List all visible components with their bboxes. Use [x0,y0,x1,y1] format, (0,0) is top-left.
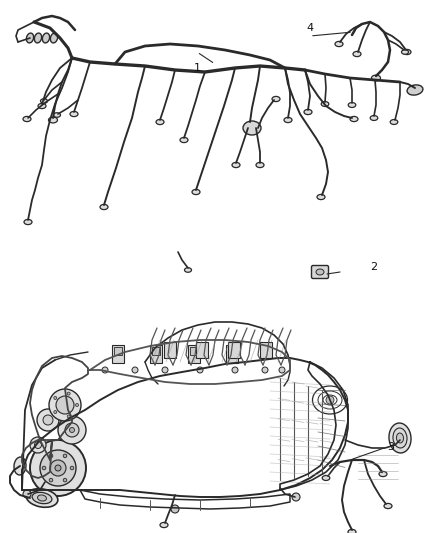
Circle shape [171,505,179,513]
Bar [228,347,236,355]
Ellipse shape [272,96,280,102]
Circle shape [67,392,70,395]
Ellipse shape [390,119,398,125]
Ellipse shape [321,101,329,107]
Circle shape [326,396,334,404]
Text: 4: 4 [307,23,314,33]
Ellipse shape [38,103,46,109]
Ellipse shape [243,121,261,135]
Ellipse shape [49,117,57,123]
Circle shape [75,403,78,407]
Ellipse shape [348,102,356,108]
Ellipse shape [232,163,240,167]
Ellipse shape [26,489,58,507]
Ellipse shape [304,109,312,115]
Circle shape [23,490,31,498]
Ellipse shape [180,138,188,143]
Ellipse shape [156,119,164,125]
Circle shape [56,396,74,414]
Ellipse shape [316,269,324,275]
Bar [190,347,198,355]
Ellipse shape [53,112,60,117]
Circle shape [232,367,238,373]
Bar [152,347,160,355]
Circle shape [55,465,61,471]
Circle shape [197,367,203,373]
Ellipse shape [14,457,26,475]
Circle shape [40,450,76,486]
Text: 1: 1 [194,63,201,73]
Ellipse shape [384,503,392,508]
Circle shape [49,389,81,421]
Ellipse shape [34,33,42,43]
Circle shape [262,367,268,373]
Ellipse shape [389,423,411,453]
Circle shape [35,441,42,448]
Circle shape [37,409,59,431]
Ellipse shape [23,116,31,122]
Ellipse shape [32,492,52,504]
Bar [196,342,208,358]
FancyBboxPatch shape [311,265,328,279]
Bar [260,342,272,358]
Circle shape [279,367,285,373]
Circle shape [49,478,53,482]
Bar [112,345,124,363]
Ellipse shape [50,33,58,43]
Ellipse shape [184,268,191,272]
Circle shape [65,423,79,437]
Ellipse shape [393,428,407,448]
Bar [226,345,238,363]
Circle shape [70,427,74,432]
Circle shape [54,397,57,399]
Ellipse shape [284,117,292,123]
Ellipse shape [38,495,46,501]
Circle shape [63,454,67,458]
Ellipse shape [42,33,49,43]
Ellipse shape [322,475,330,480]
Ellipse shape [396,433,403,443]
Ellipse shape [371,75,381,81]
Circle shape [102,367,108,373]
Bar [150,345,162,363]
Ellipse shape [192,189,200,195]
Ellipse shape [256,163,264,167]
Ellipse shape [402,50,409,54]
Ellipse shape [353,51,361,56]
Circle shape [67,415,70,418]
Ellipse shape [317,195,325,199]
Circle shape [132,367,138,373]
Ellipse shape [370,116,378,120]
Ellipse shape [40,99,47,103]
Circle shape [70,466,74,470]
Circle shape [162,367,168,373]
Ellipse shape [100,204,108,209]
Circle shape [43,415,53,425]
Bar [164,342,176,358]
Bar [114,347,122,355]
Ellipse shape [350,116,358,122]
Ellipse shape [407,85,423,95]
Ellipse shape [26,33,34,43]
Ellipse shape [160,522,168,528]
Bar [228,342,240,358]
Ellipse shape [335,42,343,46]
Ellipse shape [70,111,78,117]
Text: 2: 2 [370,262,377,272]
Ellipse shape [403,50,411,54]
Bar [188,345,200,363]
Circle shape [49,454,53,458]
Circle shape [30,437,46,453]
Ellipse shape [24,220,32,224]
Circle shape [63,478,67,482]
Circle shape [292,493,300,501]
Circle shape [54,410,57,414]
Ellipse shape [348,529,356,533]
Circle shape [50,460,66,476]
Circle shape [30,440,86,496]
Circle shape [42,466,46,470]
Text: 3: 3 [387,442,394,452]
Circle shape [58,416,86,444]
Ellipse shape [379,471,387,477]
